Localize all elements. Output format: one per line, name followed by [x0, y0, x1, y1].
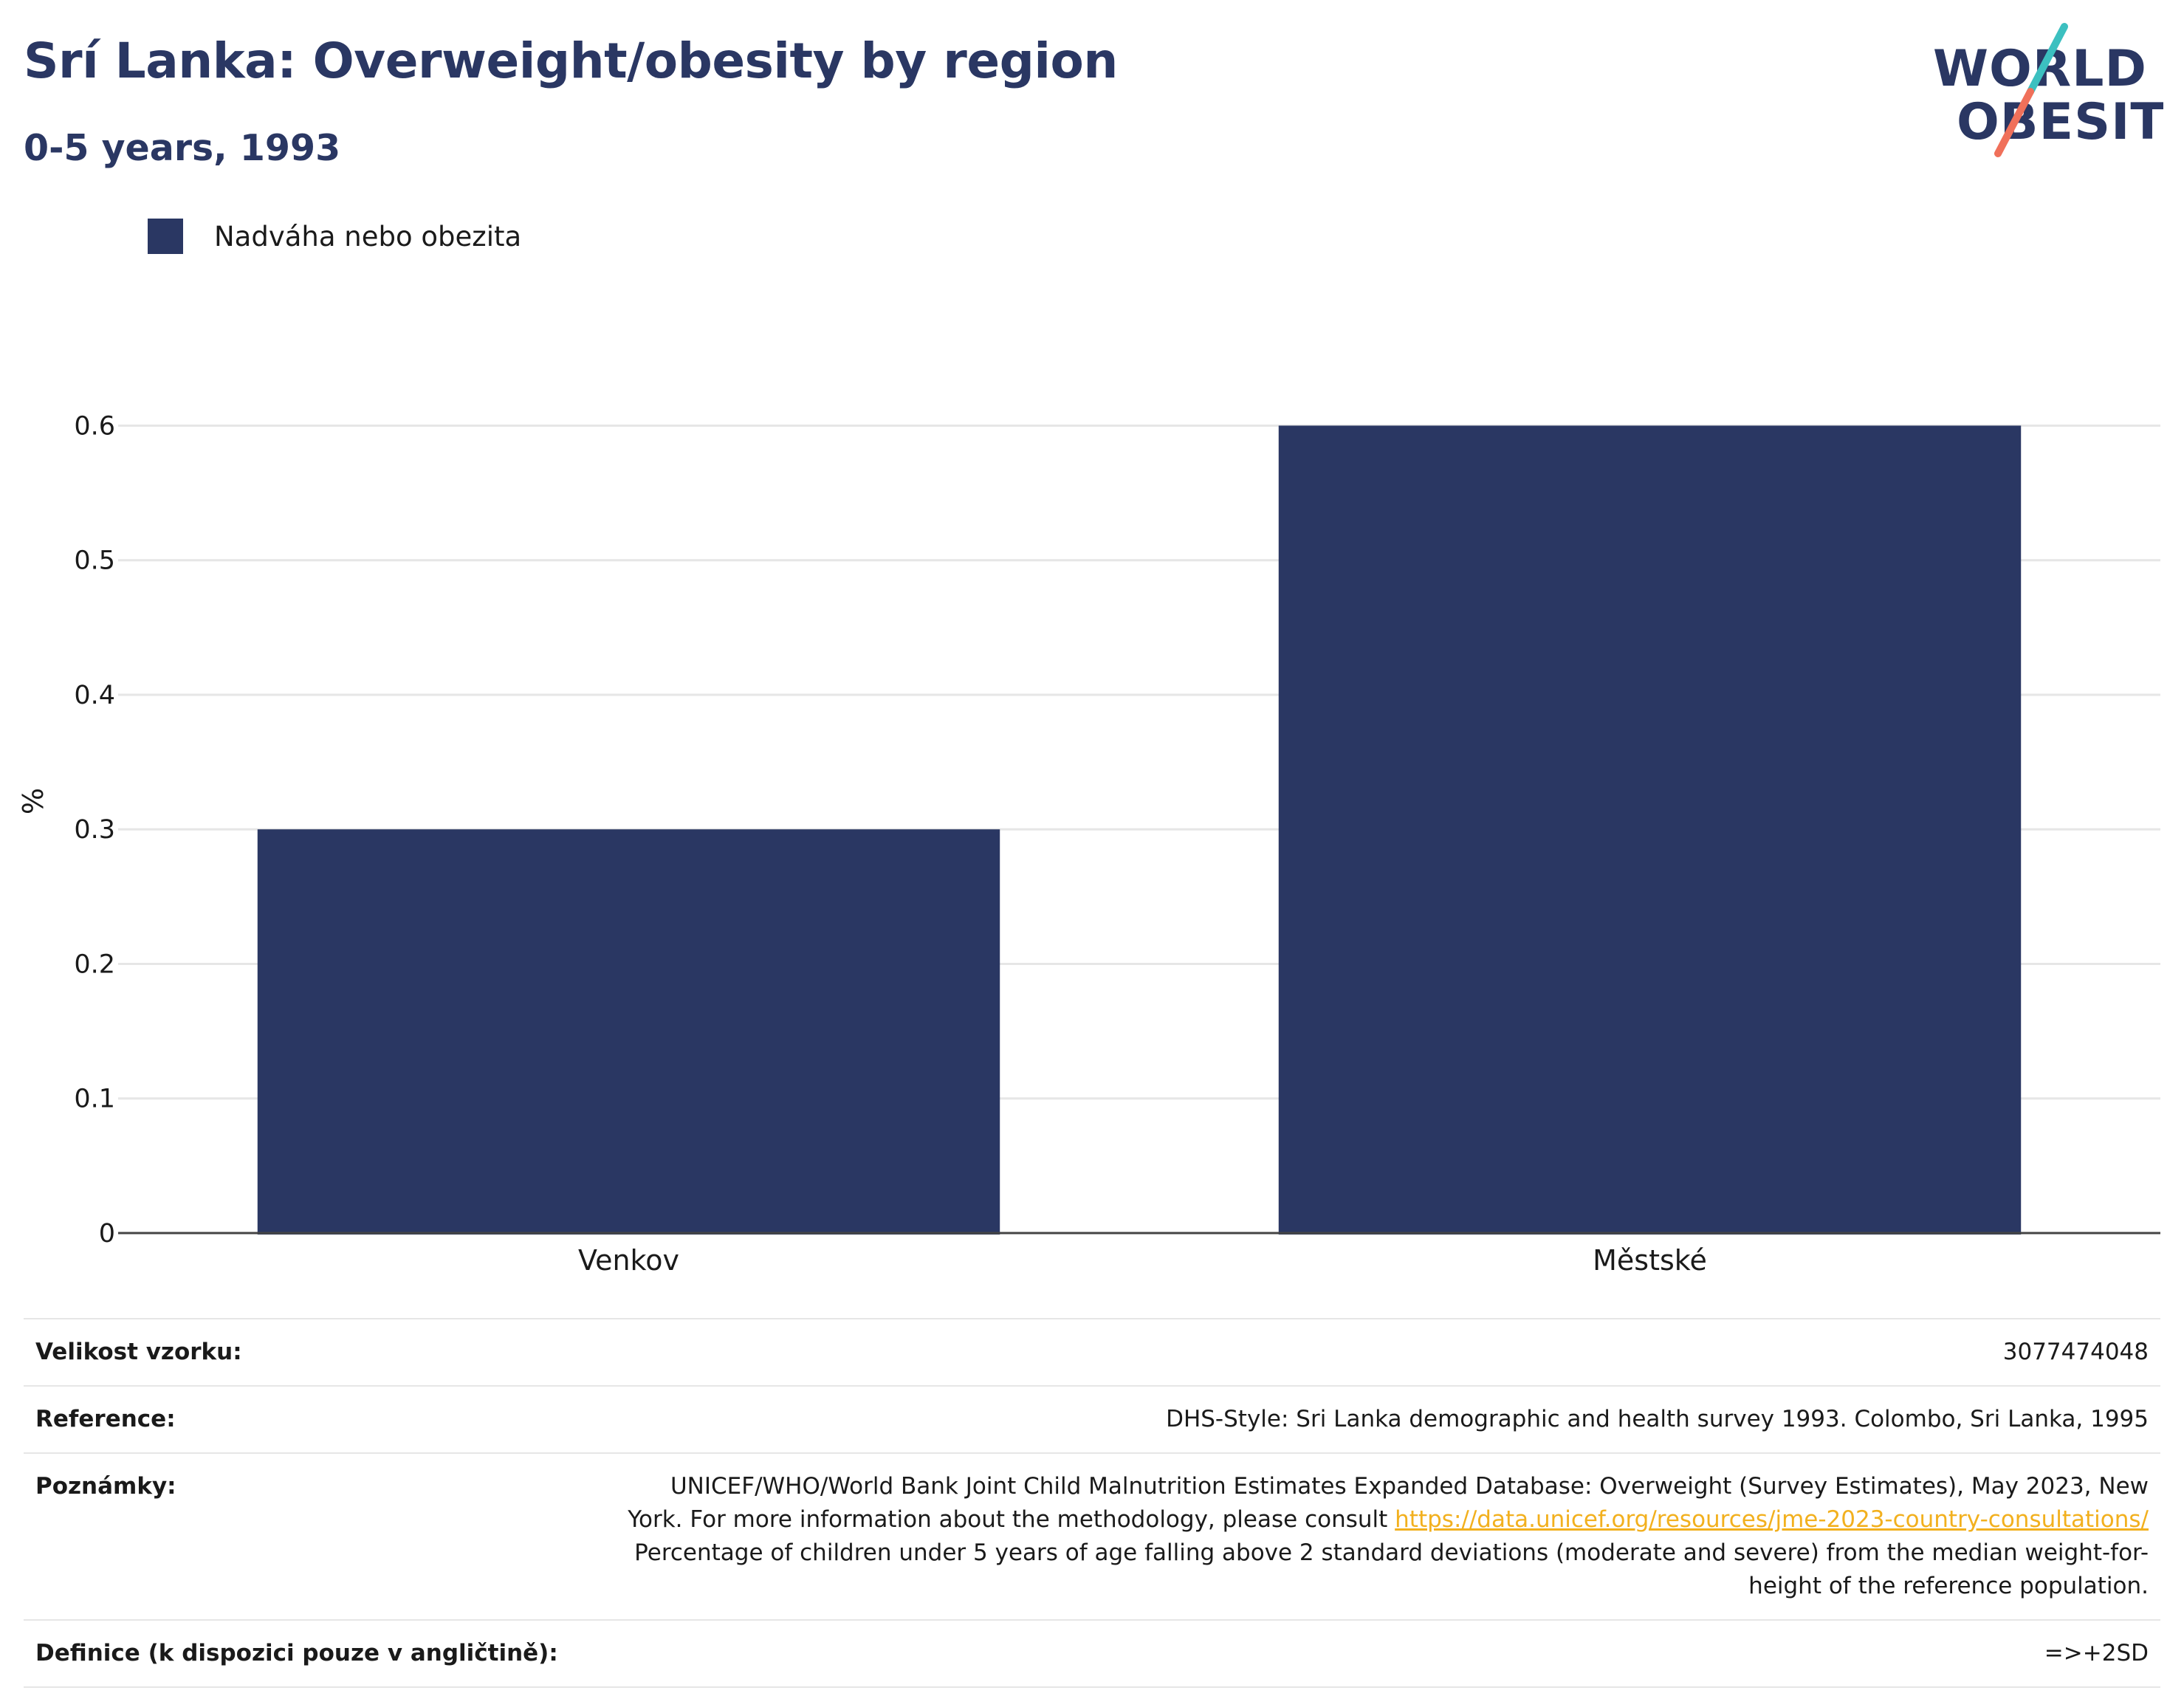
- y-tick-label: 0.1: [74, 1085, 115, 1114]
- logo-slash-coral: [1994, 88, 2034, 157]
- reference-label: Reference:: [24, 1384, 608, 1453]
- y-tick-label: 0.2: [74, 950, 115, 979]
- info-row-sample: Velikost vzorku: 3077474048: [24, 1318, 2160, 1386]
- y-tick-label: 0.5: [74, 546, 115, 576]
- bar-1[interactable]: [1278, 425, 2022, 1235]
- sample-size-label: Velikost vzorku:: [24, 1318, 608, 1386]
- bar-chart: 0 0.1 0.2 0.3 0.4 0.5 0.6 Venkov Městské %: [17, 411, 2160, 1277]
- notes-text-2: Percentage of children under 5 years of …: [634, 1539, 2149, 1599]
- reference-value: DHS-Style: Sri Lanka demographic and hea…: [608, 1384, 2160, 1453]
- y-tick-label: 0: [99, 1219, 115, 1249]
- notes-link[interactable]: https://data.unicef.org/resources/jme-20…: [1395, 1506, 2149, 1533]
- notes-value: UNICEF/WHO/World Bank Joint Child Malnut…: [608, 1452, 2160, 1620]
- y-tick-label: 0.4: [74, 681, 115, 710]
- x-tick-label: Venkov: [578, 1244, 679, 1277]
- y-axis-title: %: [17, 788, 49, 814]
- notes-text-1: UNICEF/WHO/World Bank Joint Child Malnut…: [628, 1472, 2149, 1533]
- logo-slash-teal: [2027, 23, 2068, 95]
- info-row-definition: Definice (k dispozici pouze v angličtině…: [24, 1618, 2160, 1688]
- notes-label: Poznámky:: [24, 1452, 608, 1620]
- legend-label: Nadváha nebo obezita: [214, 220, 522, 253]
- info-row-notes: Poznámky: UNICEF/WHO/World Bank Joint Ch…: [24, 1452, 2160, 1620]
- world-obesity-logo: WORLD OBESITY: [1933, 23, 2163, 157]
- chart-legend[interactable]: Nadváha nebo obezita: [148, 219, 521, 254]
- definition-label: Definice (k dispozici pouze v angličtině…: [24, 1618, 608, 1688]
- chart-title: Srí Lanka: Overweight/obesity by region: [24, 32, 1118, 89]
- bars: [257, 425, 2022, 1235]
- bar-0[interactable]: [257, 829, 1000, 1235]
- chart-subtitle: 0-5 years, 1993: [24, 127, 341, 169]
- y-tick-label: 0.6: [74, 411, 115, 441]
- info-row-reference: Reference: DHS-Style: Sri Lanka demograp…: [24, 1384, 2160, 1453]
- definition-value: =>+2SD: [608, 1618, 2160, 1688]
- legend-swatch: [148, 219, 183, 254]
- y-tick-label: 0.3: [74, 815, 115, 845]
- info-table: Velikost vzorku: 3077474048 Reference: D…: [24, 1318, 2160, 1688]
- logo-line-obesity: OBESITY: [1957, 93, 2163, 151]
- y-tick-labels: 0 0.1 0.2 0.3 0.4 0.5 0.6: [74, 411, 115, 1249]
- x-tick-label: Městské: [1593, 1244, 1707, 1277]
- sample-size-value: 3077474048: [608, 1318, 2160, 1386]
- x-tick-labels: Venkov Městské: [578, 1244, 1707, 1277]
